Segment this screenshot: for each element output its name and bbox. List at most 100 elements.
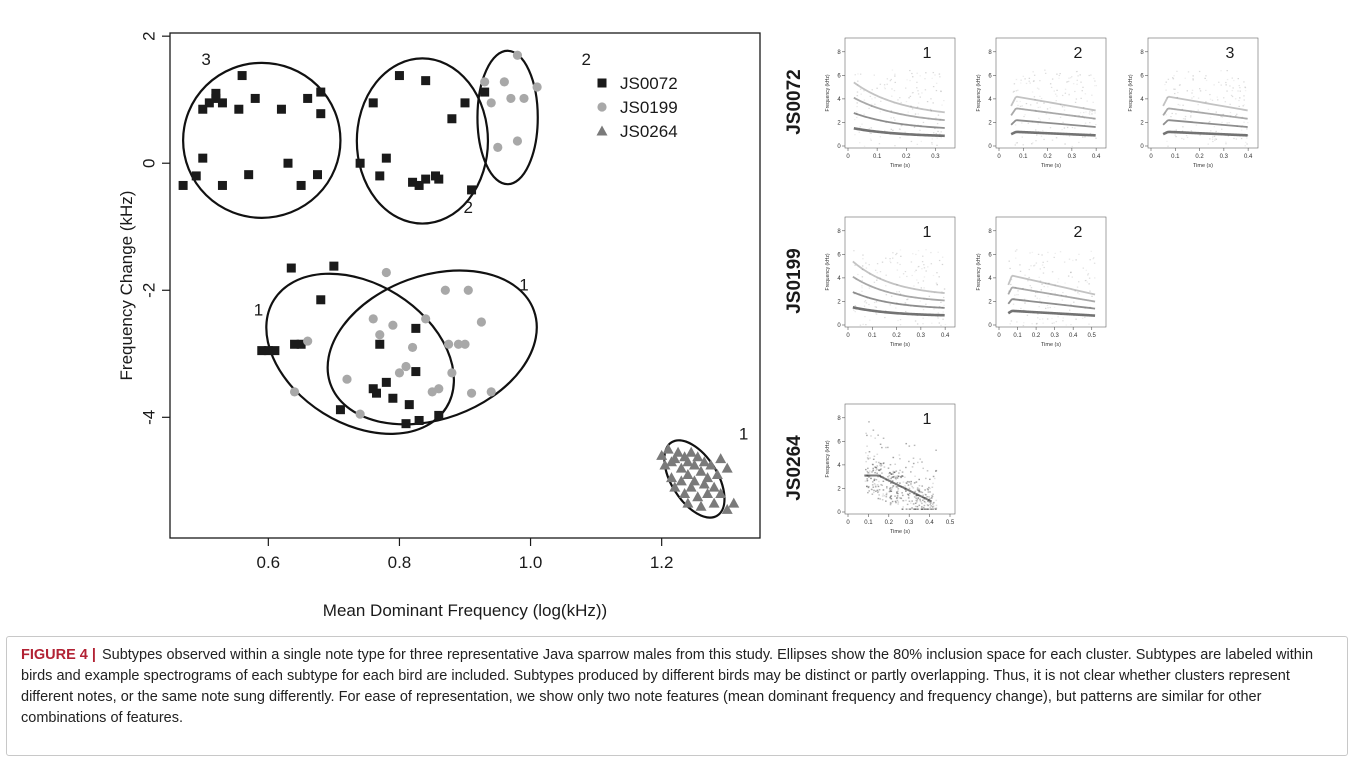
legend-label-JS0264: JS0264: [620, 122, 678, 141]
energy-cell: [1239, 97, 1241, 99]
energy-cell: [865, 324, 867, 326]
energy-cell: [918, 478, 921, 481]
energy-cell: [1016, 100, 1018, 102]
energy-cell: [853, 309, 855, 311]
energy-cell: [1232, 87, 1234, 89]
energy-cell: [936, 137, 938, 139]
energy-cell: [890, 295, 893, 297]
energy-cell: [896, 475, 899, 477]
harmonic-band: [1010, 119, 1096, 128]
energy-cell: [1013, 83, 1016, 85]
energy-cell: [870, 105, 873, 107]
y-axis-title: Frequency Change (kHz): [117, 191, 136, 381]
energy-cell: [1033, 80, 1035, 82]
harmonic-band: [1010, 107, 1096, 120]
energy-cell: [916, 505, 919, 508]
energy-cell: [935, 470, 937, 472]
energy-cell: [884, 88, 886, 90]
energy-cell: [904, 270, 907, 273]
energy-cell: [898, 497, 901, 499]
energy-cell: [921, 508, 923, 510]
energy-cell: [908, 97, 910, 99]
energy-cell: [1245, 141, 1247, 143]
data-point: [728, 497, 740, 508]
energy-cell: [1221, 116, 1224, 118]
energy-cell: [889, 488, 891, 490]
energy-cell: [1085, 269, 1087, 271]
energy-cell: [853, 307, 855, 309]
energy-cell: [944, 323, 947, 326]
energy-cell: [933, 292, 936, 294]
energy-cell: [913, 496, 916, 498]
energy-cell: [930, 508, 933, 510]
energy-cell: [868, 490, 871, 492]
energy-cell: [922, 121, 925, 124]
spec-y-title: Frequency (kHz): [825, 253, 831, 290]
energy-cell: [1013, 90, 1015, 92]
energy-cell: [867, 454, 869, 457]
energy-cell: [875, 466, 877, 469]
data-point: [296, 339, 306, 349]
energy-cell: [1044, 69, 1046, 71]
panel-frame: [995, 216, 1107, 328]
energy-cell: [859, 292, 861, 295]
energy-cell: [932, 502, 935, 504]
energy-cell: [895, 497, 898, 500]
energy-cell: [939, 135, 941, 137]
energy-cell: [892, 129, 894, 131]
energy-cell: [1071, 126, 1074, 129]
panel-frame: [844, 403, 956, 515]
energy-cell: [935, 133, 937, 135]
subtype-label: 2: [1074, 224, 1083, 241]
energy-cell: [930, 110, 933, 112]
energy-cell: [1030, 286, 1033, 289]
energy-cell: [1227, 135, 1230, 137]
energy-cell: [1187, 71, 1190, 73]
data-point: [659, 459, 671, 470]
data-point: [682, 497, 694, 508]
energy-cell: [894, 484, 897, 486]
energy-cell: [1084, 93, 1087, 95]
energy-cell: [1045, 307, 1047, 309]
energy-cell: [929, 497, 931, 500]
energy-cell: [1244, 145, 1246, 147]
cluster-label: 1: [739, 425, 748, 444]
energy-cell: [940, 90, 942, 93]
energy-cell: [1079, 112, 1082, 114]
energy-cell: [870, 435, 872, 437]
energy-cell: [896, 491, 898, 493]
energy-cell: [1039, 300, 1041, 302]
energy-cell: [1051, 78, 1054, 80]
data-point: [421, 76, 431, 86]
energy-cell: [901, 475, 903, 478]
energy-cell: [911, 466, 914, 468]
energy-cell: [900, 255, 902, 257]
energy-cell: [1171, 77, 1174, 79]
energy-cell: [1038, 88, 1040, 90]
energy-cell: [929, 503, 932, 506]
energy-cell: [1069, 77, 1072, 79]
energy-cell: [1064, 92, 1067, 94]
energy-cell: [898, 454, 901, 456]
energy-cell: [856, 95, 859, 97]
energy-cell: [1015, 294, 1018, 296]
data-point: [421, 314, 431, 324]
energy-cell: [880, 120, 882, 122]
spec-x-tick-label: 0: [846, 154, 850, 160]
energy-cell: [1167, 78, 1170, 80]
energy-cell: [922, 494, 924, 497]
energy-cell: [918, 490, 921, 492]
energy-cell: [883, 84, 886, 86]
energy-cell: [911, 507, 913, 509]
energy-cell: [853, 250, 855, 252]
spec-x-tick-label: 0.5: [1088, 333, 1097, 339]
energy-cell: [895, 253, 897, 256]
energy-cell: [926, 488, 929, 490]
energy-cell: [1016, 142, 1018, 144]
energy-cell: [888, 490, 891, 493]
spec-y-tick-label: 0: [988, 144, 992, 150]
energy-cell: [1042, 272, 1045, 274]
energy-cell: [920, 140, 923, 143]
energy-cell: [930, 497, 933, 499]
energy-cell: [926, 508, 929, 510]
